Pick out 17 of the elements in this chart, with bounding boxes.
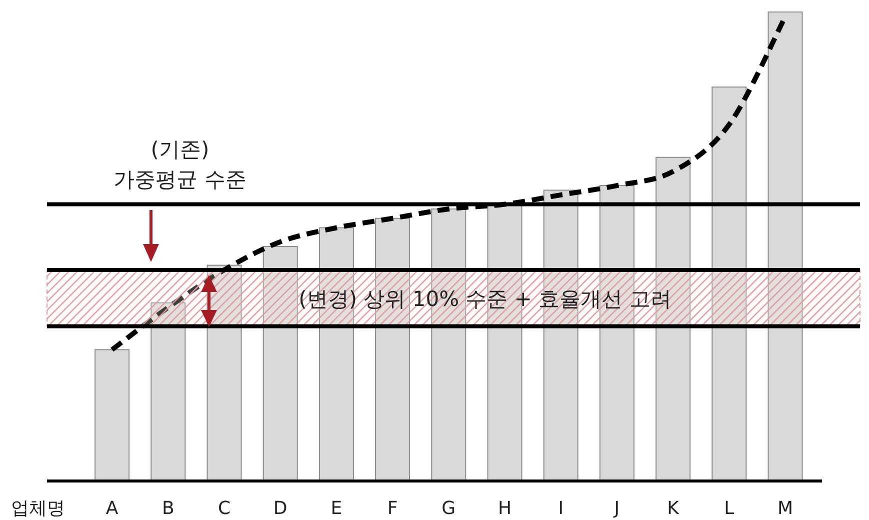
x-tick-label: G	[442, 498, 456, 519]
x-tick-label: E	[330, 498, 342, 519]
x-tick-label: K	[667, 498, 680, 519]
x-axis-title: 업체명	[11, 498, 65, 519]
x-tick-label: F	[387, 498, 398, 519]
x-tick-label: B	[162, 498, 174, 519]
x-tick-label: M	[777, 498, 794, 519]
x-tick-label: I	[558, 498, 564, 519]
bar	[94, 349, 130, 482]
x-tick-label: A	[106, 498, 119, 519]
x-tick-label: D	[273, 498, 288, 519]
band-label: (변경) 상위 10% 수준 + 효율개선 고려	[298, 287, 672, 312]
x-tick-label: H	[498, 498, 512, 519]
x-tick-label: C	[218, 498, 231, 519]
x-tick-label: J	[613, 498, 620, 519]
x-tick-label: L	[724, 498, 734, 519]
ref-line-label: (기존) 가중평균 수준	[114, 137, 246, 192]
